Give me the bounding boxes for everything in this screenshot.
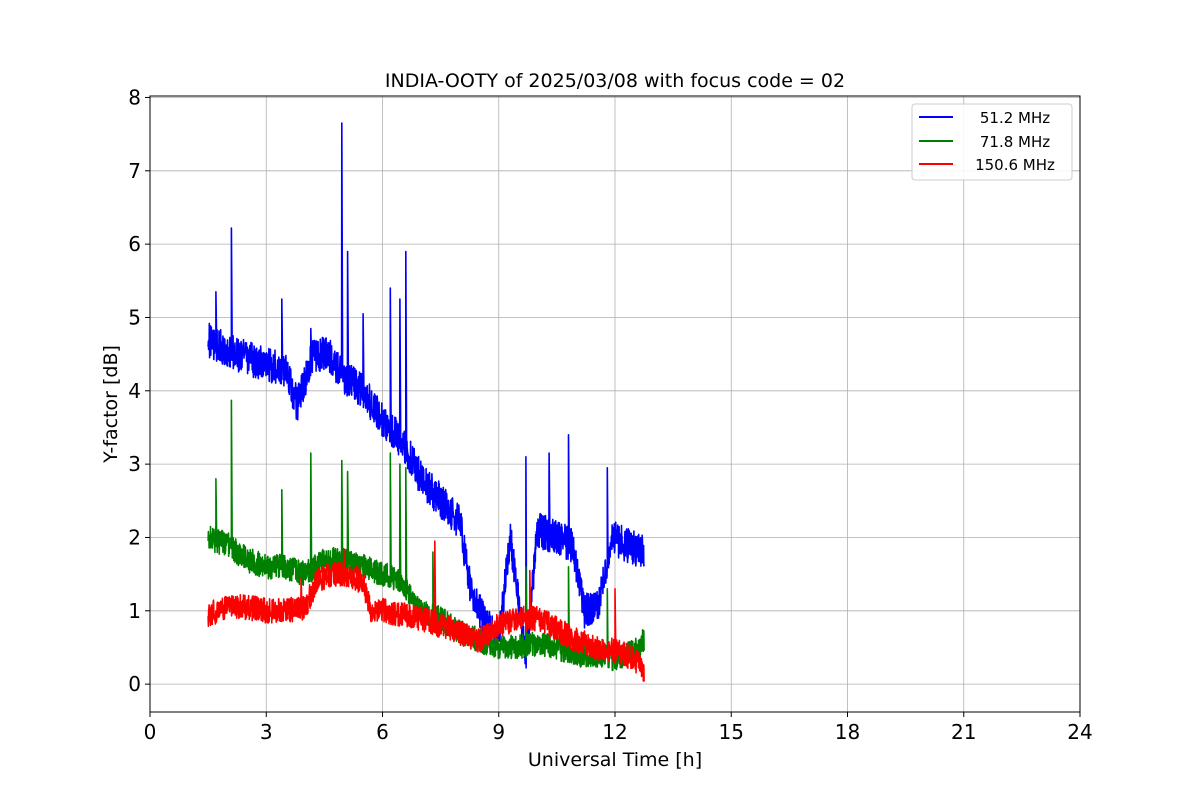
series-lines [207,122,645,682]
x-tick-label: 21 [951,720,976,744]
y-axis-ticks: 0 1 2 3 4 5 6 7 8 [128,85,150,696]
legend-label-51-2: 51.2 MHz [980,109,1050,127]
x-axis-label: Universal Time [h] [528,749,702,771]
legend-box [911,103,1073,181]
legend-label-71-8: 71.8 MHz [980,133,1050,151]
x-tick-label: 3 [260,720,273,744]
legend-label-150-6: 150.6 MHz [975,156,1055,174]
x-tick-label: 0 [144,720,157,744]
series-line-150-6-mhz [207,540,645,682]
x-tick-label: 9 [492,720,505,744]
x-tick-label: 6 [376,720,389,744]
legend: 51.2 MHz 71.8 MHz 150.6 MHz [911,103,1073,181]
y-tick-label: 4 [128,379,141,403]
y-tick-label: 2 [128,525,141,549]
y-tick-label: 0 [128,672,141,696]
y-axis-label: Y-factor [dB] [100,345,122,464]
x-tick-label: 12 [602,720,627,744]
y-tick-label: 1 [128,599,141,623]
x-tick-label: 24 [1067,720,1092,744]
chart-title: INDIA-OOTY of 2025/03/08 with focus code… [385,70,845,92]
y-tick-label: 5 [128,305,141,329]
y-tick-label: 3 [128,452,141,476]
y-tick-label: 7 [128,159,141,183]
series-line-51-2-mhz [207,122,645,669]
x-tick-label: 15 [719,720,744,744]
y-tick-label: 6 [128,232,141,256]
x-tick-label: 18 [835,720,860,744]
x-axis-ticks: 0 3 6 9 12 15 18 21 24 [144,712,1093,744]
y-tick-label: 8 [128,85,141,109]
